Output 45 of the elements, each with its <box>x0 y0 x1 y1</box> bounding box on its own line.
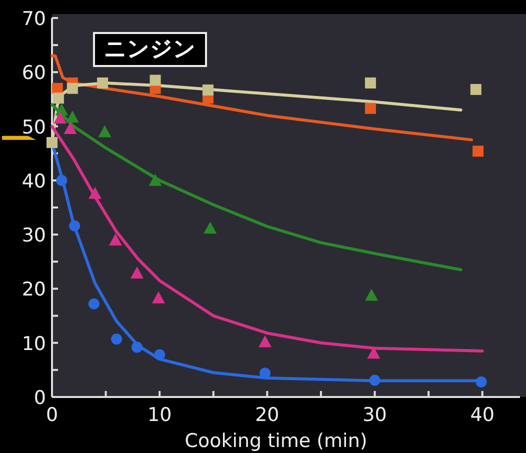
point <box>56 174 68 186</box>
point <box>152 291 166 304</box>
y-tick-label: 20 <box>22 278 46 301</box>
point <box>111 334 122 345</box>
point <box>150 74 161 86</box>
x-tick-label: 40 <box>470 404 494 426</box>
x-tick-label: 20 <box>255 404 280 426</box>
point <box>88 186 102 199</box>
point <box>367 346 380 359</box>
y-tick-label: 30 <box>22 224 46 247</box>
point <box>54 112 67 124</box>
point <box>364 77 376 88</box>
x-tick-label: 10 <box>147 404 172 426</box>
point <box>52 92 64 104</box>
y-tick-label: 60 <box>22 62 46 84</box>
point <box>202 84 214 96</box>
point <box>369 374 380 386</box>
point <box>108 233 122 246</box>
y-tick-label: 10 <box>22 332 46 355</box>
point <box>69 220 80 232</box>
point <box>364 102 376 114</box>
point <box>148 174 162 186</box>
point <box>66 110 79 123</box>
point <box>204 222 217 234</box>
point <box>472 146 484 157</box>
y-tick-label: 70 <box>22 8 46 30</box>
point <box>46 137 58 148</box>
point <box>88 298 100 310</box>
y-tick-label: 50 <box>22 116 46 138</box>
point <box>476 376 487 388</box>
x-tick-label: 30 <box>362 404 387 426</box>
x-axis-title: Cooking time (min) <box>184 430 368 452</box>
y-tick-label: 0 <box>34 387 46 409</box>
point <box>470 84 482 95</box>
point <box>98 125 112 138</box>
point <box>154 349 166 360</box>
point <box>258 335 272 348</box>
point <box>66 82 78 94</box>
point <box>64 122 77 134</box>
y-tick-label: 40 <box>22 170 46 192</box>
point <box>97 77 108 88</box>
point <box>130 266 144 279</box>
point <box>365 288 378 301</box>
text: ニンジン <box>104 37 196 62</box>
point <box>131 342 142 353</box>
